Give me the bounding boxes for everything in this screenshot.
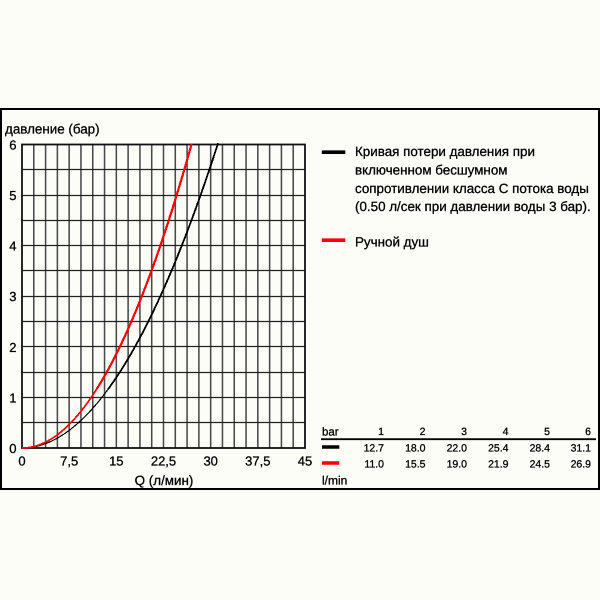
svg-text:включенном бесшумном: включенном бесшумном — [355, 162, 507, 177]
svg-text:bar: bar — [322, 427, 339, 439]
svg-text:0: 0 — [18, 453, 25, 468]
svg-text:2: 2 — [9, 340, 16, 355]
svg-text:26.9: 26.9 — [571, 459, 592, 471]
svg-text:2: 2 — [420, 426, 426, 438]
svg-text:15: 15 — [109, 453, 123, 468]
svg-text:37,5: 37,5 — [245, 453, 270, 468]
svg-text:(0.50 л/сек при давлении воды: (0.50 л/сек при давлении воды 3 бар). — [355, 199, 591, 214]
svg-text:3: 3 — [461, 426, 467, 438]
svg-text:6: 6 — [585, 426, 591, 438]
svg-text:31.1: 31.1 — [571, 443, 592, 455]
svg-text:21.9: 21.9 — [488, 459, 509, 471]
svg-text:5: 5 — [9, 188, 16, 203]
svg-text:l/min: l/min — [322, 474, 347, 488]
svg-text:Ручной душ: Ручной душ — [355, 235, 429, 250]
svg-text:давление (бар): давление (бар) — [5, 122, 100, 137]
svg-text:1: 1 — [378, 426, 384, 438]
svg-text:3: 3 — [9, 289, 16, 304]
svg-text:4: 4 — [9, 239, 16, 254]
svg-text:15.5: 15.5 — [405, 459, 426, 471]
svg-text:5: 5 — [544, 426, 550, 438]
svg-text:19.0: 19.0 — [447, 459, 468, 471]
svg-text:1: 1 — [9, 390, 16, 405]
svg-text:Q (л/мин): Q (л/мин) — [135, 473, 194, 488]
svg-text:6: 6 — [9, 138, 16, 153]
svg-text:0: 0 — [9, 441, 16, 456]
svg-text:22,5: 22,5 — [151, 453, 176, 468]
svg-text:22.0: 22.0 — [447, 443, 468, 455]
svg-text:28.4: 28.4 — [530, 443, 551, 455]
svg-text:сопротивлении класса C потока: сопротивлении класса C потока воды — [355, 181, 589, 196]
svg-text:12.7: 12.7 — [364, 443, 385, 455]
svg-text:25.4: 25.4 — [488, 443, 509, 455]
svg-text:30: 30 — [203, 453, 217, 468]
svg-text:Кривая потери давления при: Кривая потери давления при — [355, 144, 535, 159]
svg-text:45: 45 — [298, 453, 312, 468]
svg-text:4: 4 — [503, 426, 509, 438]
svg-text:18.0: 18.0 — [405, 443, 426, 455]
svg-text:11.0: 11.0 — [364, 459, 384, 471]
svg-text:7,5: 7,5 — [60, 453, 78, 468]
svg-text:24.5: 24.5 — [530, 459, 551, 471]
